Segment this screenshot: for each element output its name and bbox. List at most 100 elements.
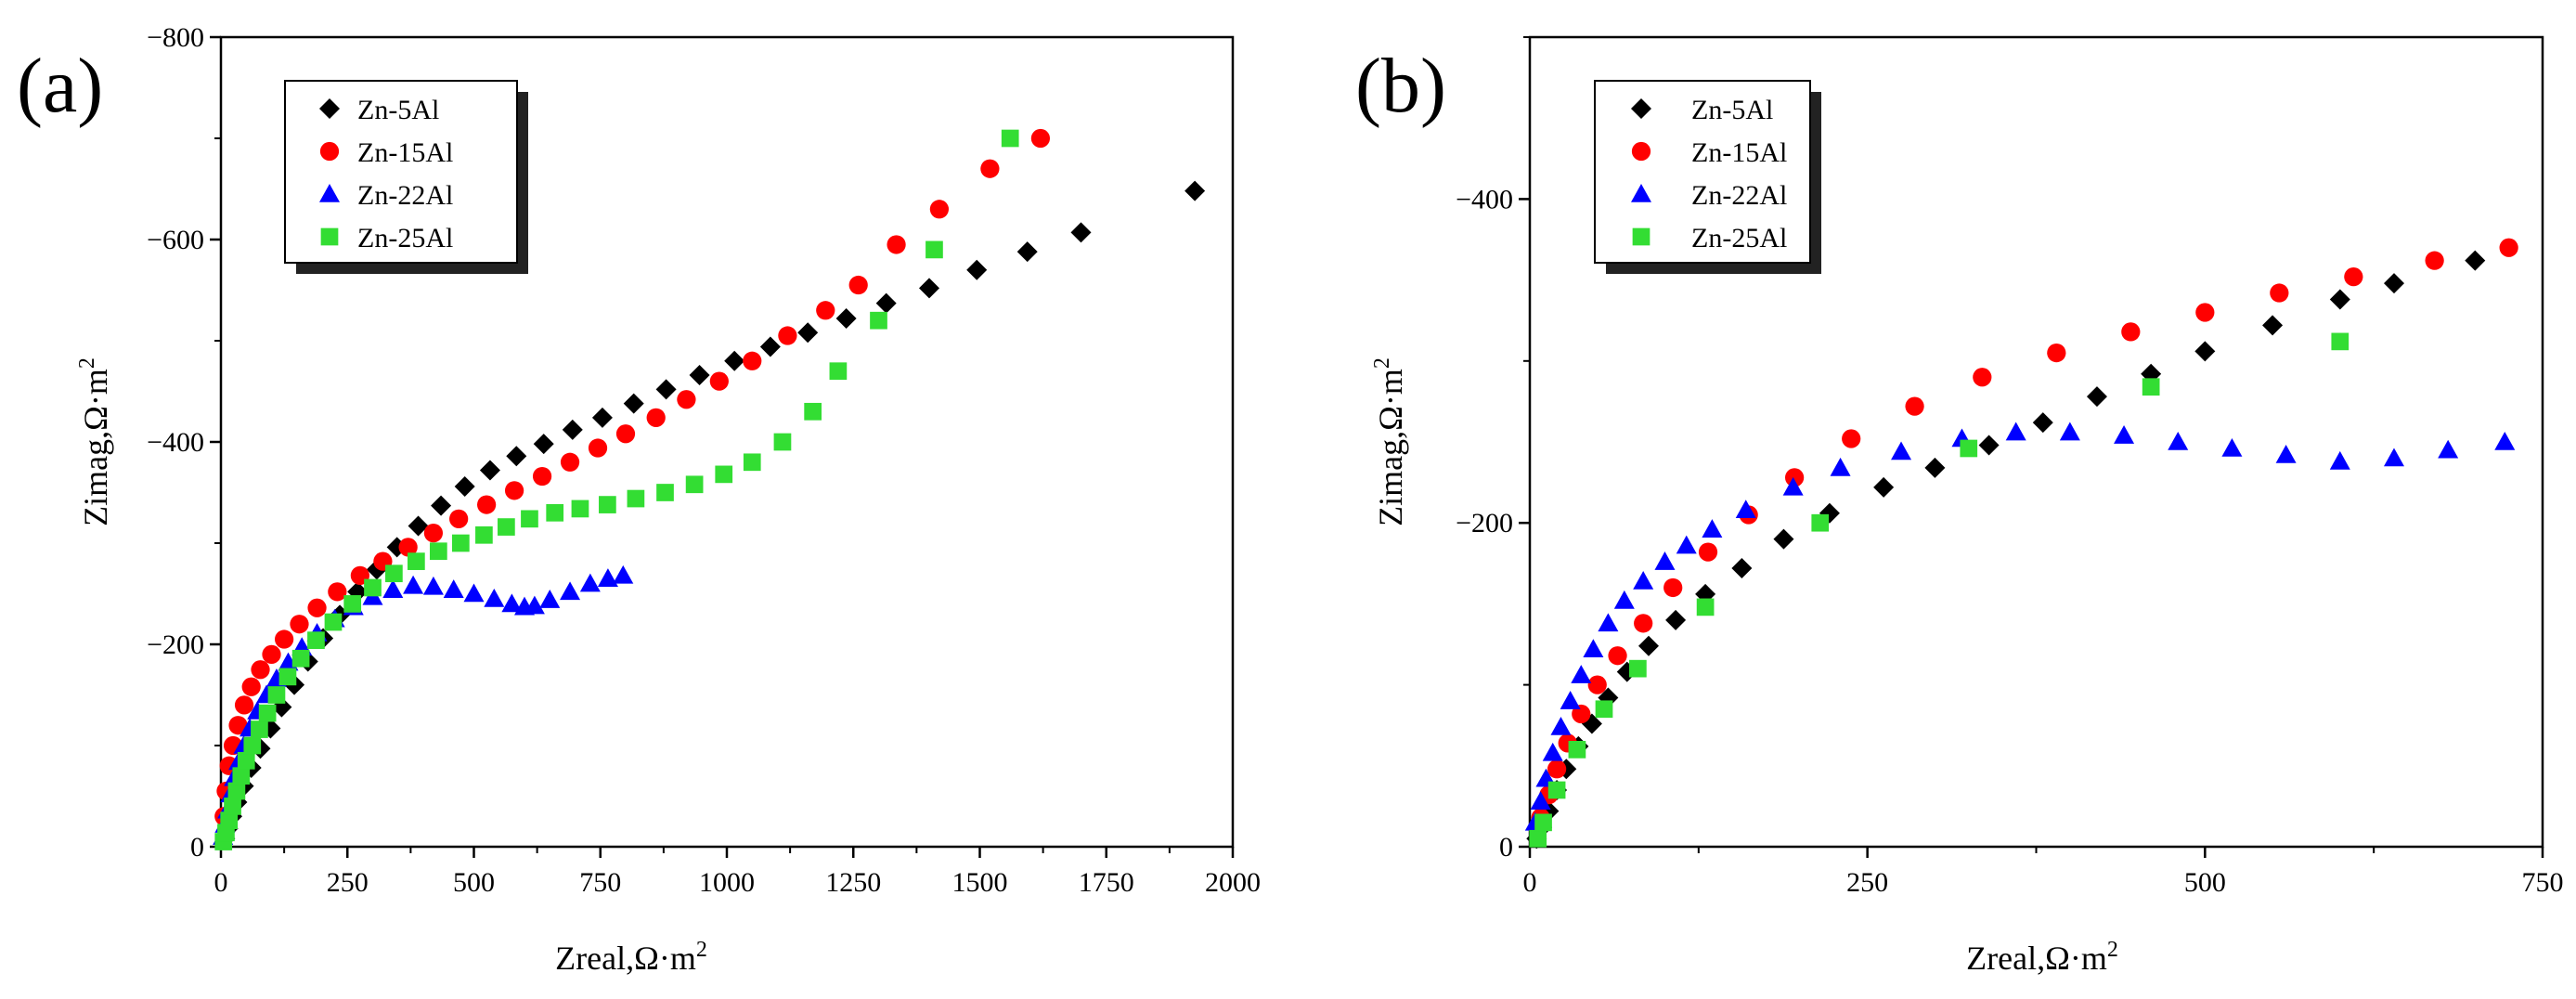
x-tick-label: 1750	[1079, 867, 1134, 898]
data-point-zn5al	[1731, 558, 1753, 579]
data-point-zn5al	[919, 278, 939, 299]
data-point-zn25al	[715, 465, 733, 484]
data-point-zn25al	[291, 649, 310, 668]
data-point-zn22al	[422, 576, 444, 595]
data-point-zn22al	[2494, 432, 2516, 450]
data-point-zn5al	[966, 259, 988, 280]
data-point-zn25al	[870, 311, 887, 330]
x-tick-label: 500	[2184, 867, 2226, 898]
data-point-zn25al	[1568, 741, 1586, 759]
data-point-zn15al	[241, 677, 261, 696]
data-point-zn5al	[759, 336, 781, 357]
data-point-zn15al	[980, 159, 1000, 178]
data-point-zn25al	[267, 686, 286, 704]
data-point-zn5al	[2194, 341, 2216, 362]
data-point-zn15al	[588, 438, 608, 458]
data-point-zn15al	[251, 660, 270, 680]
panel-b-data-layer	[1524, 238, 2518, 850]
data-point-zn25al	[385, 564, 403, 583]
legend-marker-zn15al	[319, 141, 340, 162]
data-point-zn5al	[1016, 241, 1038, 263]
y-tick-label: −200	[1456, 508, 1513, 538]
data-point-zn25al	[1534, 813, 1552, 832]
panel-b-legend-markers	[1631, 98, 1651, 246]
legend-marker-zn15al	[1631, 141, 1651, 162]
data-point-zn25al	[1811, 513, 1830, 532]
data-point-zn25al	[2331, 332, 2349, 351]
data-point-zn25al	[430, 542, 447, 561]
data-point-zn15al	[848, 275, 868, 295]
data-point-zn15al	[290, 615, 309, 634]
data-point-zn22al	[597, 568, 618, 587]
data-point-zn25al	[224, 798, 241, 815]
data-point-zn25al	[1529, 829, 1547, 848]
data-point-zn15al	[1973, 368, 1992, 387]
panel-a-legend-label-zn15al: Zn-15Al	[357, 137, 453, 168]
data-point-zn15al	[2121, 322, 2141, 342]
legend-marker-zn22al	[319, 184, 340, 202]
data-point-zn22al	[501, 593, 523, 613]
data-point-zn22al	[1782, 476, 1804, 496]
data-point-zn22al	[463, 583, 485, 603]
data-point-zn25al	[627, 489, 645, 508]
data-point-zn25al	[232, 767, 251, 785]
data-point-zn5al	[431, 495, 452, 516]
data-point-zn5al	[835, 308, 857, 330]
data-point-zn5al	[2032, 412, 2053, 434]
panel-a-legend-markers	[319, 98, 340, 246]
data-point-zn22al	[560, 581, 581, 601]
x-tick-label: 250	[327, 867, 369, 898]
data-point-zn25al	[773, 433, 792, 451]
legend-marker-zn5al	[319, 98, 340, 119]
data-point-zn22al	[1633, 570, 1654, 590]
data-point-zn5al	[2262, 315, 2284, 336]
data-point-zn22al	[2168, 432, 2189, 450]
data-point-zn15al	[2195, 303, 2215, 322]
data-point-zn25al	[243, 736, 262, 755]
panel-a-legend-label-zn22al: Zn-22Al	[357, 180, 453, 211]
data-point-zn15al	[1663, 577, 1683, 598]
panel-b-label: (b)	[1355, 43, 1446, 129]
data-point-zn15al	[816, 301, 835, 320]
data-point-zn22al	[1560, 691, 1581, 709]
panel-b-x-axis-title: Zreal,Ω·m2	[1966, 938, 2118, 977]
data-point-zn5al	[506, 446, 527, 467]
y-tick-label: −600	[147, 225, 204, 255]
data-point-zn25al	[926, 240, 943, 259]
data-point-zn25al	[258, 704, 277, 722]
panel-a-legend-label-zn25al: Zn-25Al	[357, 223, 453, 253]
data-point-zn22al	[579, 573, 601, 592]
data-point-zn15al	[1905, 396, 1924, 416]
panel-b-y-axis: 0 −200 −400	[1456, 36, 1530, 863]
data-point-zn22al	[2114, 425, 2135, 444]
data-point-zn5al	[479, 460, 500, 481]
panel-b-legend-label-zn15al: Zn-15Al	[1691, 137, 1787, 168]
panel-b-y-axis-title: Zimag,Ω·m2	[1370, 357, 1409, 526]
data-point-zn15al	[709, 371, 729, 391]
data-point-zn15al	[1547, 759, 1567, 779]
data-point-zn25al	[2142, 378, 2160, 396]
data-point-zn15al	[2425, 251, 2444, 270]
data-point-zn15al	[887, 235, 906, 254]
data-point-zn25al	[251, 720, 268, 738]
data-point-zn22al	[382, 579, 404, 598]
data-point-zn22al	[2383, 448, 2404, 467]
data-point-zn15al	[1784, 468, 1805, 487]
data-point-zn25al	[829, 362, 848, 381]
data-point-zn5al	[562, 419, 583, 440]
data-point-zn5al	[797, 322, 819, 344]
data-point-zn5al	[1773, 528, 1794, 550]
data-point-zn22al	[1702, 519, 1723, 538]
data-point-zn25al	[498, 518, 515, 536]
x-tick-label: 750	[2522, 867, 2564, 898]
data-point-zn25al	[743, 453, 761, 472]
data-point-zn5al	[689, 365, 710, 386]
data-point-zn15al	[677, 390, 696, 409]
y-tick-label: 0	[1499, 832, 1513, 863]
data-point-zn25al	[1960, 439, 1978, 458]
x-tick-label: 0	[1523, 867, 1537, 898]
data-point-zn5al	[1665, 609, 1687, 630]
data-point-zn25al	[804, 402, 822, 421]
panel-b-legend-label-zn25al: Zn-25Al	[1691, 223, 1787, 253]
data-point-zn5al	[533, 434, 554, 455]
